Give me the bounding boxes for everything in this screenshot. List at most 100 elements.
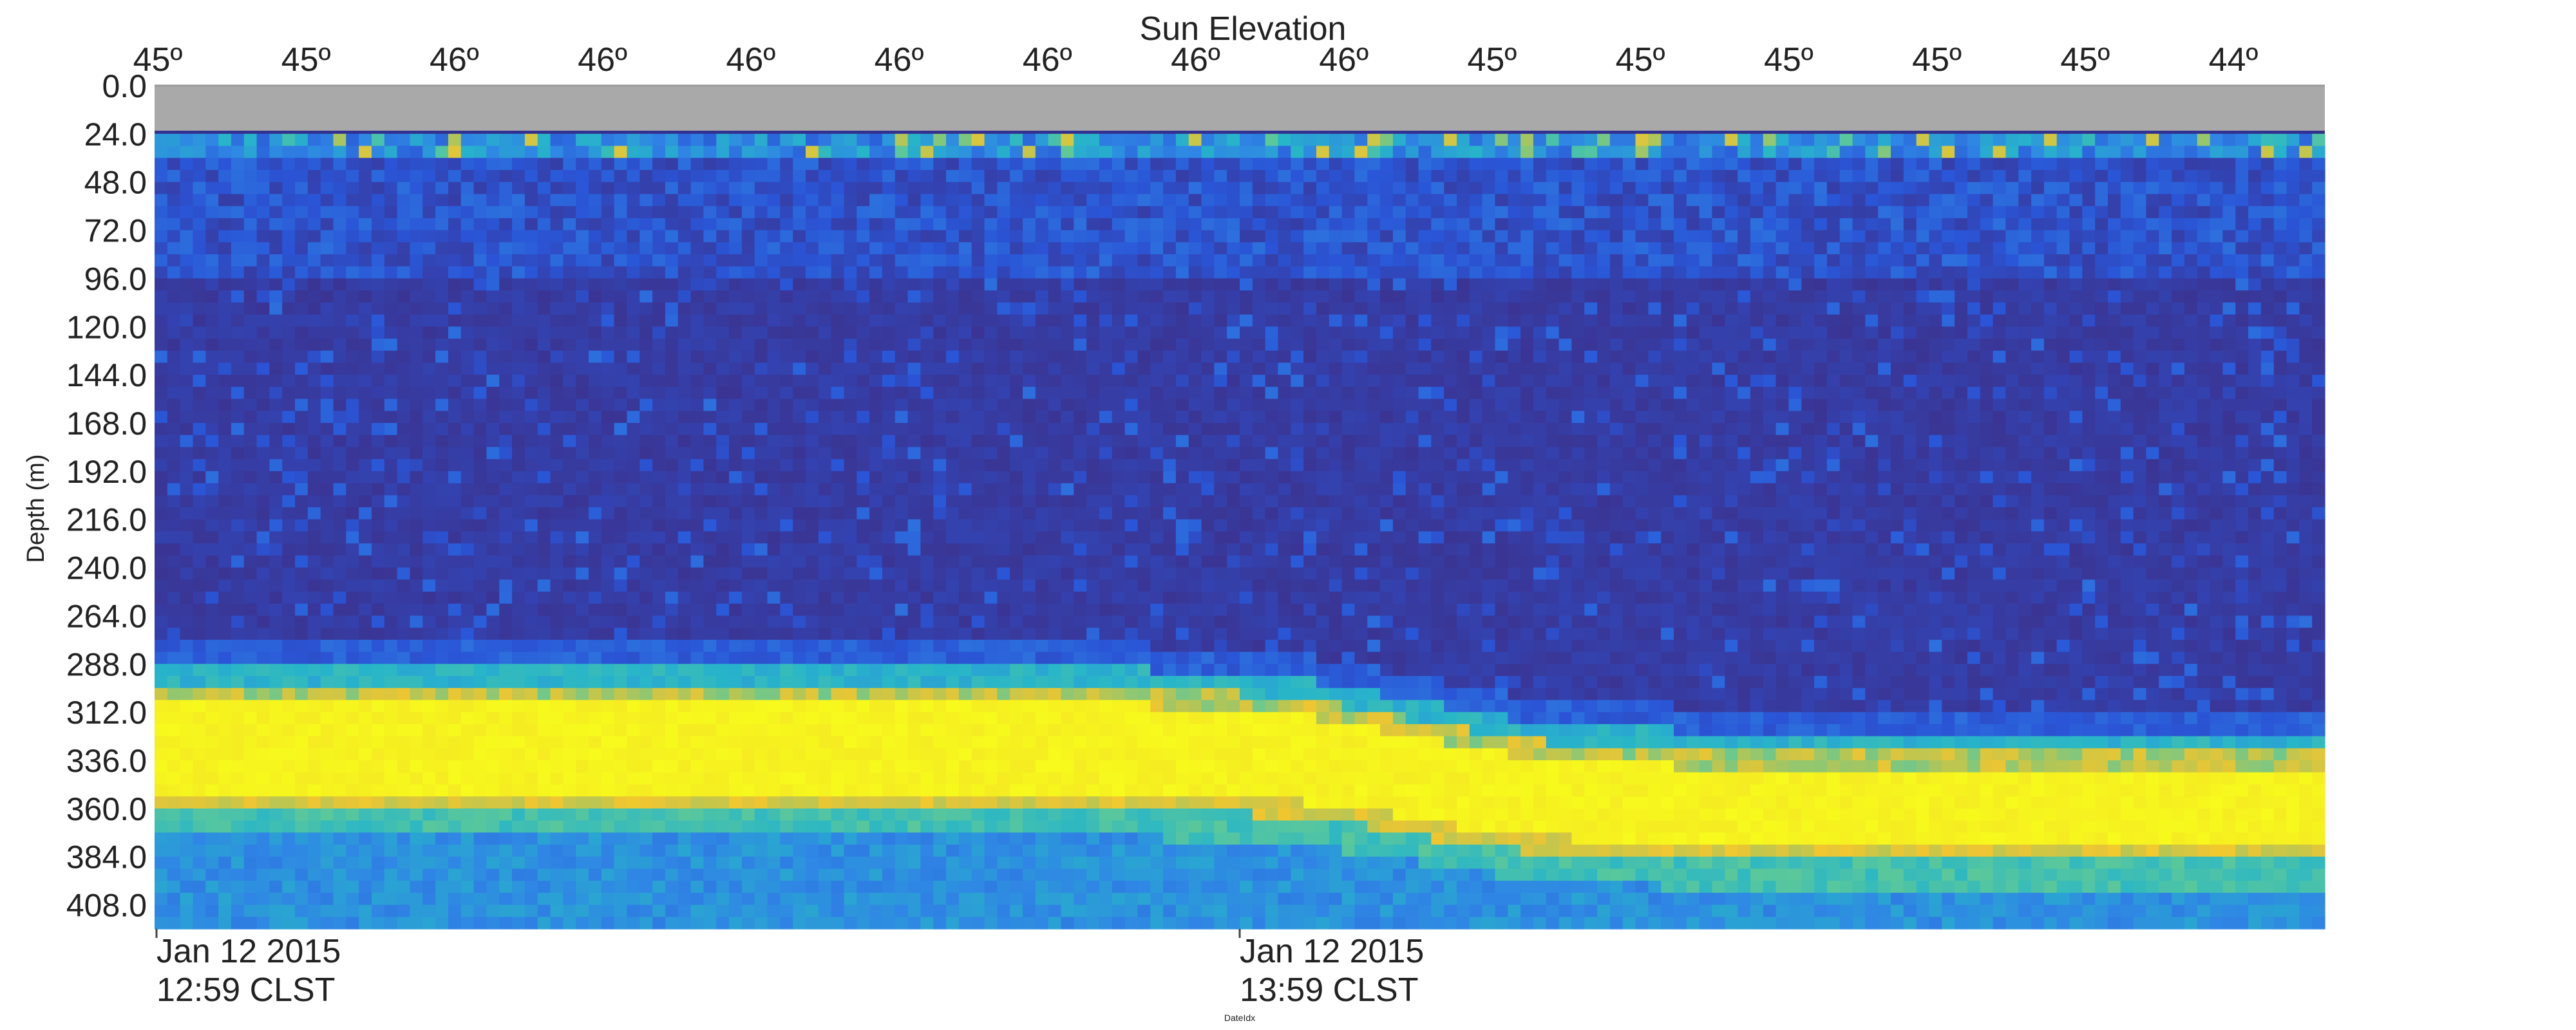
heatmap-cell [806, 314, 819, 327]
heatmap-cell [359, 278, 372, 291]
heatmap-cell [155, 664, 168, 677]
heatmap-cell [512, 567, 526, 580]
heatmap-cell [218, 182, 232, 195]
heatmap-cell [422, 712, 436, 725]
heatmap-cell [563, 881, 576, 894]
heatmap-cell [397, 398, 411, 411]
heatmap-cell [1086, 772, 1100, 785]
heatmap-cell [333, 651, 346, 664]
heatmap-cell [601, 386, 615, 400]
heatmap-cell [473, 290, 488, 303]
heatmap-cell [1086, 784, 1100, 797]
heatmap-cell [473, 832, 488, 845]
heatmap-cell [473, 386, 488, 400]
heatmap-cell [703, 700, 717, 713]
heatmap-cell [806, 495, 819, 508]
heatmap-cell [346, 326, 359, 339]
heatmap-cell [793, 615, 806, 628]
heatmap-cell [397, 772, 411, 785]
heatmap-cell [384, 218, 398, 231]
heatmap-cell [639, 266, 653, 279]
heatmap-cell [844, 796, 857, 809]
heatmap-cell [806, 639, 819, 653]
heatmap-cell [435, 881, 449, 894]
heatmap-cell [295, 856, 308, 870]
heatmap-cell [155, 543, 168, 556]
heatmap-cell [652, 832, 666, 845]
heatmap-cell [410, 375, 423, 388]
heatmap-cell [1048, 290, 1062, 303]
heatmap-cell [295, 676, 308, 689]
heatmap-cell [971, 639, 985, 653]
heatmap-cell [741, 820, 755, 833]
heatmap-cell [627, 832, 640, 845]
heatmap-cell [703, 326, 717, 339]
heatmap-cell [295, 784, 308, 797]
heatmap-cell [920, 411, 934, 424]
heatmap-cell [486, 507, 500, 520]
heatmap-cell [410, 592, 423, 604]
heatmap-cell [372, 230, 385, 243]
heatmap-cell [754, 507, 768, 520]
heatmap-cell [627, 194, 640, 207]
heatmap-cell [269, 845, 283, 857]
heatmap-cell [320, 242, 334, 255]
heatmap-cell [499, 242, 513, 255]
heatmap-cell [793, 314, 806, 327]
heatmap-cell [627, 868, 640, 881]
heatmap-cell [524, 748, 538, 761]
heatmap-cell [997, 760, 1010, 773]
heatmap-cell [524, 917, 538, 930]
heatmap-cell [677, 145, 692, 158]
heatmap-cell [895, 592, 909, 604]
heatmap-cell [282, 688, 296, 701]
heatmap-cell [984, 133, 998, 147]
heatmap-cell [448, 712, 462, 725]
heatmap-cell [767, 145, 781, 158]
heatmap-cell [282, 290, 296, 303]
heatmap-cell [1061, 555, 1074, 568]
heatmap-cell [372, 917, 385, 930]
heatmap-cell [920, 423, 934, 436]
heatmap-cell [907, 483, 922, 496]
heatmap-cell [1112, 290, 1126, 303]
heatmap-cell [1048, 688, 1062, 701]
heatmap-cell [410, 133, 423, 147]
heatmap-cell [307, 868, 321, 881]
heatmap-cell [958, 567, 972, 580]
heatmap-cell [844, 688, 857, 701]
heatmap-cell [499, 266, 513, 279]
heatmap-cell [256, 820, 270, 833]
heatmap-cell [1112, 507, 1126, 520]
heatmap-cell [716, 145, 730, 158]
heatmap-cell [295, 555, 308, 568]
heatmap-cell [384, 278, 398, 291]
heatmap-cell [677, 543, 692, 556]
heatmap-cell [499, 278, 513, 291]
heatmap-cell [1086, 266, 1100, 279]
heatmap-cell [205, 375, 219, 388]
heatmap-cell [971, 603, 985, 617]
heatmap-cell [167, 700, 181, 713]
heatmap-cell [589, 868, 602, 881]
heatmap-cell [907, 856, 922, 870]
heatmap-cell [869, 688, 883, 701]
heatmap-cell [576, 736, 589, 749]
heatmap-cell [346, 158, 359, 171]
heatmap-cell [703, 170, 717, 183]
heatmap-cell [984, 242, 998, 255]
heatmap-cell [601, 592, 615, 604]
heatmap-cell [282, 278, 296, 291]
heatmap-cell [167, 495, 181, 508]
heatmap-cell [1035, 579, 1049, 592]
heatmap-cell [486, 676, 500, 689]
heatmap-cell [1023, 158, 1036, 171]
heatmap-cell [269, 435, 283, 448]
heatmap-cell [384, 411, 398, 424]
heatmap-cell [997, 194, 1010, 207]
heatmap-cell [1086, 736, 1100, 749]
heatmap-cell [1099, 904, 1113, 917]
heatmap-cell [958, 471, 972, 484]
heatmap-cell [984, 676, 998, 689]
heatmap-cell [320, 856, 334, 870]
